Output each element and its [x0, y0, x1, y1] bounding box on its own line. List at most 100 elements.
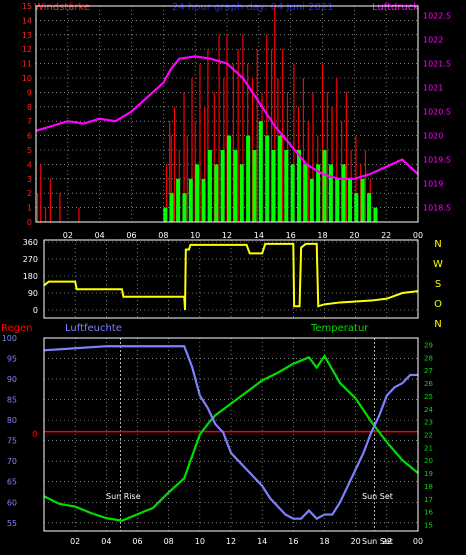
wind-average-bar: [367, 193, 372, 222]
direction-tick-label: 180: [23, 272, 38, 281]
pressure-tick-label: 1022.5: [423, 12, 451, 21]
bottom-grid: [44, 337, 418, 531]
temperature-tick-label: 20: [424, 457, 433, 465]
rain-label: Regen: [1, 323, 33, 334]
hour-tick-label: 14: [254, 231, 264, 240]
hour-tick-label: 20: [351, 537, 361, 546]
wind-average-bar: [195, 164, 200, 222]
temperature-tick-label: 21: [424, 444, 433, 452]
pressure-tick-label: 1019.5: [423, 156, 451, 165]
temperature-line: [43, 353, 419, 522]
hour-tick-label: 04: [95, 231, 105, 240]
wind-average-bar: [188, 178, 193, 222]
bottom-frame: [43, 337, 419, 532]
wind-average-bar: [303, 164, 308, 222]
wind-tick-label: 6: [27, 132, 32, 141]
wind-tick-label: 14: [22, 16, 32, 25]
wind-average-bar: [227, 135, 231, 222]
humidity-tick-label: 60: [7, 498, 17, 507]
hour-tick-label: 12: [226, 537, 236, 546]
humidity-tick-label: 100: [2, 334, 17, 343]
temperature-tick-label: 16: [424, 509, 433, 517]
temperature-axis-ticks: 15 16 17 18 19 20 21 22 23 24 25 26 27 28 29: [424, 341, 433, 529]
wind-average-bar: [271, 150, 276, 222]
wind-tick-label: 1: [27, 204, 32, 213]
wind-tick-label: 4: [27, 160, 32, 169]
wind-tick-label: 12: [22, 45, 32, 54]
temperature-tick-label: 18: [424, 483, 433, 491]
wind-average-bar: [265, 135, 270, 222]
direction-letter: N: [434, 319, 441, 330]
direction-letter: W: [433, 259, 443, 270]
sun-set-short-label: Sun Set: [362, 537, 393, 546]
wind-average-bar: [290, 164, 295, 222]
pressure-label: Luftdruck: [372, 2, 419, 13]
hour-tick-label: 04: [101, 537, 111, 546]
sun-set-label: Sun Set: [362, 492, 393, 501]
wind-tick-label: 15: [22, 2, 32, 11]
pressure-line: [35, 55, 419, 180]
wind-average-bars: [163, 121, 378, 222]
wind-average-bar: [182, 193, 187, 222]
humidity-tick-label: 75: [7, 437, 17, 446]
wind-tick-label: 7: [27, 117, 32, 126]
humidity-line: [43, 345, 418, 521]
pressure-tick-label: 1021: [423, 84, 443, 93]
wind-average-bar: [341, 164, 346, 222]
direction-tick-label: 360: [23, 238, 38, 247]
temperature-label: Temperatur: [310, 323, 369, 334]
wind-tick-label: 5: [27, 146, 32, 155]
hour-tick-label: 02: [70, 537, 80, 546]
wind-tick-label: 11: [22, 60, 32, 69]
wind-average-bar: [277, 135, 282, 222]
wind-average-bar: [316, 164, 321, 222]
wind-average-bar: [169, 193, 174, 222]
humidity-tick-label: 65: [7, 478, 17, 487]
wind-average-bar: [347, 178, 352, 222]
direction-letter: S: [435, 279, 441, 290]
pressure-tick-label: 1020: [423, 132, 443, 141]
top-hour-ticks: 02 04 06 08 10 12 14 16 18 20 22 00: [63, 231, 423, 240]
humidity-axis-ticks: 55 60 65 70 75 80 85 90 95 100: [2, 334, 17, 528]
wind-average-bar: [252, 150, 257, 222]
wind-average-bar: [335, 178, 340, 222]
hour-tick-label: 06: [126, 231, 136, 240]
wind-tick-label: 10: [22, 74, 32, 83]
temperature-tick-label: 19: [424, 470, 433, 478]
hour-tick-label: 16: [288, 537, 298, 546]
hour-tick-label: 20: [349, 231, 359, 240]
wind-average-bar: [176, 178, 181, 222]
wind-average-bar: [233, 150, 238, 222]
wind-tick-label: 0: [27, 218, 32, 227]
wind-tick-label: 8: [27, 103, 32, 112]
pressure-tick-label: 1019: [423, 180, 443, 189]
wind-average-bar: [207, 150, 212, 222]
hour-tick-label: 02: [63, 231, 73, 240]
hour-tick-label: 06: [132, 537, 142, 546]
temperature-tick-label: 25: [424, 393, 433, 401]
temperature-tick-label: 24: [424, 406, 433, 414]
hour-tick-label: 08: [164, 537, 174, 546]
hour-tick-label: 18: [319, 537, 329, 546]
humidity-tick-label: 90: [7, 375, 17, 384]
wind-tick-label: 3: [27, 175, 32, 184]
direction-frame: [43, 239, 419, 319]
humidity-tick-label: 95: [7, 355, 17, 364]
wind-tick-label: 9: [27, 88, 32, 97]
hour-tick-label: 14: [257, 537, 267, 546]
wind-average-bar: [163, 207, 168, 222]
pressure-tick-label: 1022: [423, 36, 443, 45]
wind-average-bar: [220, 150, 225, 222]
bottom-hour-ticks: 02 04 06 08 10 12 14 16 18 20 22 00: [70, 537, 423, 546]
wind-average-bar: [284, 150, 289, 222]
wind-average-bar: [328, 164, 333, 222]
temperature-tick-label: 27: [424, 367, 433, 375]
humidity-tick-label: 80: [7, 416, 17, 425]
wind-average-bar: [246, 135, 251, 222]
pressure-tick-label: 1020.5: [423, 108, 451, 117]
wind-tick-label: 2: [27, 189, 32, 198]
humidity-tick-label: 70: [7, 457, 17, 466]
